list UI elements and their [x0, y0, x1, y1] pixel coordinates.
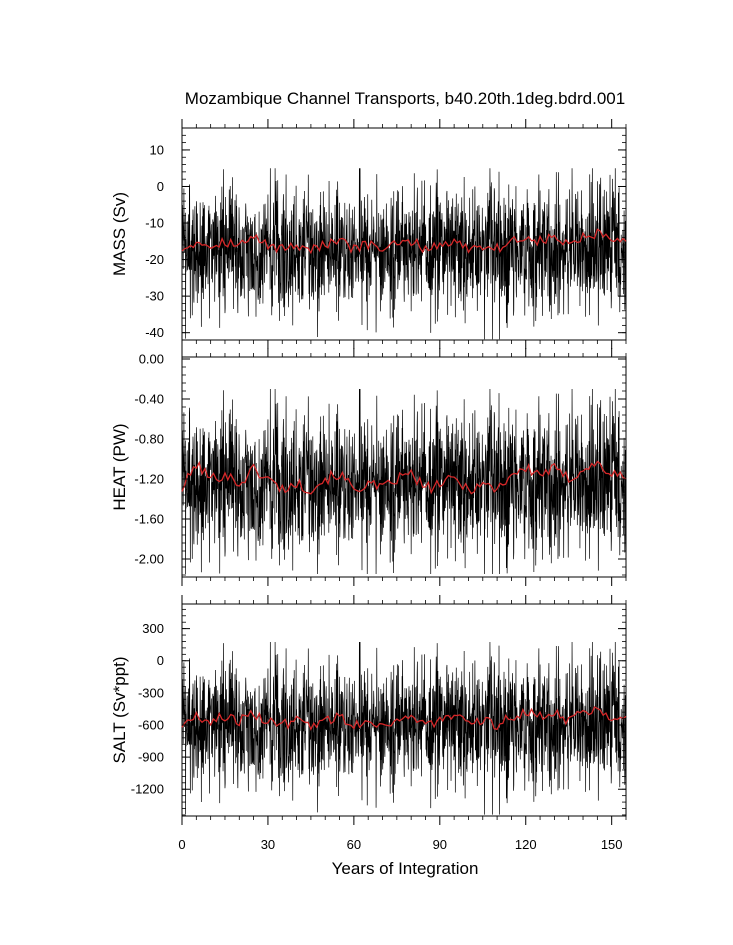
salt-y-tick-label: 300: [142, 621, 164, 636]
salt-y-tick-label: 0: [157, 653, 164, 668]
salt-y-tick-label: -600: [138, 717, 164, 732]
x-tick-label: 150: [601, 837, 623, 852]
x-tick-label: 0: [178, 837, 185, 852]
mass-y-tick-label: -40: [145, 325, 164, 340]
x-tick-label: 30: [261, 837, 275, 852]
heat-monthly-series: [181, 388, 627, 575]
heat-y-tick-label: -1.20: [134, 472, 164, 487]
salt-annual-mean-series: [181, 706, 627, 731]
heat-y-tick-label: -2.00: [134, 552, 164, 567]
mass-y-tick-label: 10: [150, 142, 164, 157]
x-tick-label: 90: [433, 837, 447, 852]
heat-y-axis-title: HEAT (PW): [110, 423, 129, 510]
x-axis-title: Years of Integration: [332, 859, 479, 878]
heat-y-tick-label: -1.60: [134, 512, 164, 527]
x-tick-label: 60: [347, 837, 361, 852]
chart-title: Mozambique Channel Transports, b40.20th.…: [185, 89, 625, 108]
mass-y-tick-label: -30: [145, 289, 164, 304]
mass-monthly-series: [181, 168, 627, 340]
heat-y-tick-label: -0.80: [134, 432, 164, 447]
salt-y-axis-title: SALT (Sv*ppt): [110, 656, 129, 763]
heat-y-tick-label: 0.00: [139, 352, 164, 367]
salt-y-tick-label: -900: [138, 750, 164, 765]
heat-panel: 0.00 -0.40 -0.80 -1.20 -1.60 -2.00 HEAT (PW): [110, 348, 627, 586]
mass-y-axis-title: MASS (Sv): [110, 192, 129, 276]
mass-y-tick-label: -10: [145, 216, 164, 231]
salt-y-tick-label: -300: [138, 685, 164, 700]
mass-annual-mean-series: [181, 228, 627, 255]
salt-monthly-series: [181, 642, 627, 815]
heat-annual-mean-series: [181, 460, 627, 495]
mass-y-tick-label: 0: [157, 179, 164, 194]
salt-y-tick-label: -1200: [131, 782, 164, 797]
salt-panel: 300 0 -300 -600 -900 -1200 SALT (Sv*ppt): [110, 595, 627, 825]
mass-y-tick-label: -20: [145, 252, 164, 267]
heat-y-tick-label: -0.40: [134, 392, 164, 407]
x-tick-label: 120: [515, 837, 537, 852]
mass-panel: 10 0 -10 -20 -30 -40 MASS (Sv): [110, 119, 627, 349]
